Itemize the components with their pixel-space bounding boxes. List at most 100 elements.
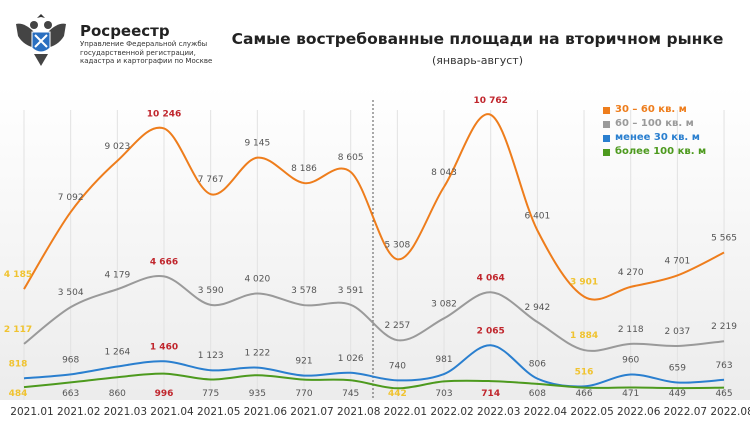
- data-label: 3 901: [570, 278, 598, 288]
- data-label: 4 179: [104, 270, 130, 280]
- data-label: 2 117: [4, 325, 32, 335]
- data-label: 5 565: [711, 234, 737, 244]
- data-label: 745: [342, 389, 359, 399]
- x-tick-label: 2021.04: [150, 406, 194, 418]
- data-label: 466: [575, 389, 592, 399]
- x-tick-label: 2022.03: [477, 406, 520, 418]
- data-label: 2 065: [477, 326, 505, 336]
- data-label: 3 578: [291, 286, 317, 296]
- x-tick-label: 2021.05: [197, 406, 240, 418]
- data-label: 3 591: [338, 286, 364, 296]
- data-label: 9 023: [104, 142, 130, 152]
- data-label: 806: [529, 360, 546, 370]
- legend-swatch: [603, 106, 610, 114]
- data-label: 818: [9, 359, 28, 369]
- x-tick-label: 2021.02: [57, 406, 100, 418]
- x-tick-label: 2022.07: [664, 406, 707, 418]
- data-label: 8 186: [291, 164, 317, 174]
- data-label: 763: [715, 361, 732, 371]
- data-label: 703: [435, 389, 452, 399]
- data-label: 10 762: [473, 96, 507, 106]
- data-label: 860: [109, 389, 126, 399]
- legend-item: более 100 кв. м: [603, 145, 706, 159]
- data-label: 516: [575, 367, 594, 377]
- legend-item: менее 30 кв. м: [603, 131, 706, 145]
- brand-subtitle: Управление Федеральной службы государств…: [80, 40, 213, 65]
- data-label: 9 145: [244, 139, 270, 149]
- data-label: 935: [249, 389, 266, 399]
- data-label: 5 308: [384, 240, 410, 250]
- data-label: 3 504: [58, 288, 84, 298]
- data-label: 3 082: [431, 299, 457, 309]
- data-label: 981: [435, 355, 452, 365]
- data-label: 471: [622, 389, 639, 399]
- chart-subtitle: (январь-август): [431, 54, 524, 67]
- x-tick-label: 2022.05: [570, 406, 613, 418]
- x-tick-label: 2021.03: [104, 406, 147, 418]
- data-label: 1 123: [198, 351, 224, 361]
- data-label: 663: [62, 389, 79, 399]
- data-label: 2 257: [384, 321, 410, 331]
- data-label: 1 222: [244, 349, 270, 359]
- legend-swatch: [603, 148, 610, 156]
- data-label: 484: [9, 389, 28, 399]
- x-tick-label: 2021.08: [337, 406, 380, 418]
- data-label: 996: [155, 389, 174, 399]
- data-label: 1 460: [150, 342, 178, 352]
- data-label: 4 666: [150, 257, 178, 267]
- legend-label: менее 30 кв. м: [615, 132, 700, 143]
- data-label: 1 884: [570, 331, 598, 341]
- x-tick-label: 2022.06: [617, 406, 661, 418]
- data-label: 10 246: [147, 109, 181, 119]
- data-label: 465: [715, 389, 732, 399]
- data-label: 8 043: [431, 168, 457, 178]
- data-label: 608: [529, 389, 546, 399]
- x-tick-label: 2022.08: [710, 406, 750, 418]
- x-tick-label: 2022.01: [384, 406, 427, 418]
- data-label: 3 590: [198, 286, 224, 296]
- legend: 30 – 60 кв. м 60 – 100 кв. м менее 30 кв…: [603, 103, 706, 159]
- legend-swatch: [603, 134, 610, 142]
- data-label: 442: [388, 389, 407, 399]
- rosreestr-emblem: [16, 14, 66, 66]
- x-tick-label: 2021.06: [244, 406, 288, 418]
- data-label: 2 219: [711, 322, 737, 332]
- legend-label: 30 – 60 кв. м: [615, 104, 687, 115]
- plot-background: [0, 85, 750, 400]
- data-label: 6 401: [524, 211, 550, 221]
- brand-name: Росреестр: [80, 22, 170, 40]
- x-tick-label: 2022.02: [430, 406, 473, 418]
- legend-swatch: [603, 120, 610, 128]
- data-label: 775: [202, 389, 219, 399]
- data-label: 1 264: [104, 348, 130, 358]
- data-label: 4 185: [4, 270, 32, 280]
- data-label: 714: [481, 389, 500, 399]
- data-label: 740: [389, 361, 406, 371]
- legend-item: 30 – 60 кв. м: [603, 103, 706, 117]
- data-label: 2 942: [524, 303, 550, 313]
- series-line-0: [23, 113, 725, 301]
- chart-title: Самые востребованные площади на вторично…: [231, 30, 724, 48]
- series-line-3: [23, 372, 725, 390]
- data-label: 921: [295, 357, 312, 367]
- x-tick-label: 2021.01: [10, 406, 53, 418]
- x-tick-label: 2021.07: [290, 406, 333, 418]
- data-label: 449: [669, 389, 686, 399]
- data-label: 659: [669, 364, 686, 374]
- data-label: 960: [622, 356, 639, 366]
- data-label: 4 064: [477, 273, 505, 283]
- data-label: 4 701: [664, 256, 690, 266]
- data-label: 2 118: [618, 325, 644, 335]
- data-label: 1 026: [338, 354, 364, 364]
- legend-item: 60 – 100 кв. м: [603, 117, 706, 131]
- series-line-2: [23, 344, 725, 388]
- series-line-1: [23, 274, 725, 352]
- data-label: 8 605: [338, 153, 364, 163]
- data-label: 2 037: [664, 327, 690, 337]
- legend-label: более 100 кв. м: [615, 146, 707, 157]
- data-label: 770: [295, 389, 312, 399]
- data-label: 4 020: [244, 274, 270, 284]
- data-label: 968: [62, 355, 79, 365]
- legend-label: 60 – 100 кв. м: [615, 118, 694, 129]
